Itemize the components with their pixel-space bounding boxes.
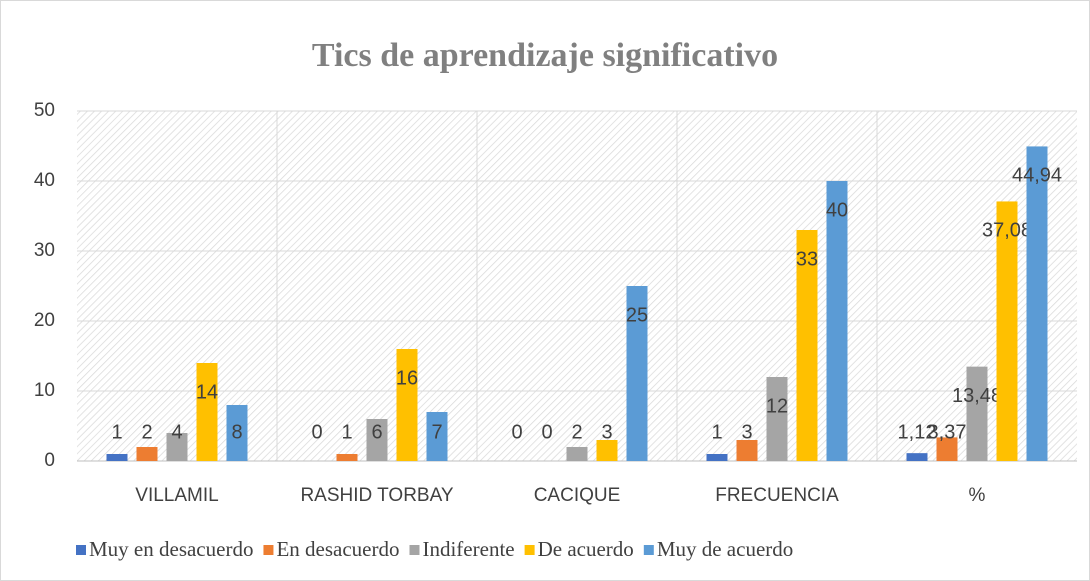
bar [226,405,248,461]
legend-swatch [263,545,274,555]
data-label: 8 [231,421,242,443]
bar [166,433,188,461]
bar [706,454,728,461]
bar [906,453,928,461]
y-tick-label: 10 [34,380,55,401]
y-tick-label: 30 [34,240,55,261]
y-tick-label: 20 [34,310,55,331]
data-label: 0 [511,421,522,443]
y-tick-label: 40 [34,170,55,191]
bar [596,440,618,461]
bar [396,349,418,461]
data-label: 0 [311,421,322,443]
bar [196,363,218,461]
bar [826,181,848,461]
data-label: 3 [601,421,612,443]
x-tick-label: % [969,485,986,506]
data-label: 13,48 [952,385,1002,407]
legend-label: Muy de acuerdo [657,537,793,561]
data-label: 33 [796,248,818,270]
legend-swatch [643,545,654,555]
data-label: 1,12 [898,421,937,443]
bar [936,437,958,461]
bar [136,447,158,461]
data-label: 1 [341,421,352,443]
data-label: 16 [396,367,418,389]
legend-label: En desacuerdo [276,537,399,561]
legend-swatch [409,545,420,555]
data-label: 40 [826,199,848,221]
data-label: 0 [541,421,552,443]
bar [366,419,388,461]
legend-label: De acuerdo [538,537,634,561]
legend-label: Indiferente [422,537,514,561]
data-label: 6 [371,421,382,443]
bar [566,447,588,461]
legend-swatch [524,545,535,555]
data-label: 37,08 [982,220,1032,242]
data-label: 14 [196,381,218,403]
data-label: 4 [171,421,182,443]
data-label: 3 [741,421,752,443]
legend-label: Muy en desacuerdo [89,537,253,561]
x-tick-label: RASHID TORBAY [300,485,453,506]
legend-swatch [76,545,86,555]
bar [736,440,758,461]
bar [966,366,988,461]
y-tick-label: 50 [34,100,55,121]
bar [626,286,648,461]
y-tick-label: 0 [44,450,55,471]
bar [796,230,818,461]
x-tick-label: FRECUENCIA [715,485,839,506]
bar [336,454,358,461]
bar [766,377,788,461]
data-label: 3,37 [928,421,967,443]
chart-title: Tics de aprendizaje significativo [312,37,778,74]
data-label: 2 [571,421,582,443]
plot-area [77,111,1077,461]
data-label: 44,94 [1012,165,1062,187]
bar [1026,146,1048,462]
bar [426,412,448,461]
bar [996,201,1018,461]
x-tick-label: CACIQUE [534,485,621,506]
data-label: 1 [111,421,122,443]
data-label: 7 [431,421,442,443]
data-label: 25 [626,304,648,326]
bar [106,454,128,461]
x-tick-label: VILLAMIL [135,485,218,506]
data-label: 2 [141,421,152,443]
data-label: 12 [766,395,788,417]
data-label: 1 [711,421,722,443]
